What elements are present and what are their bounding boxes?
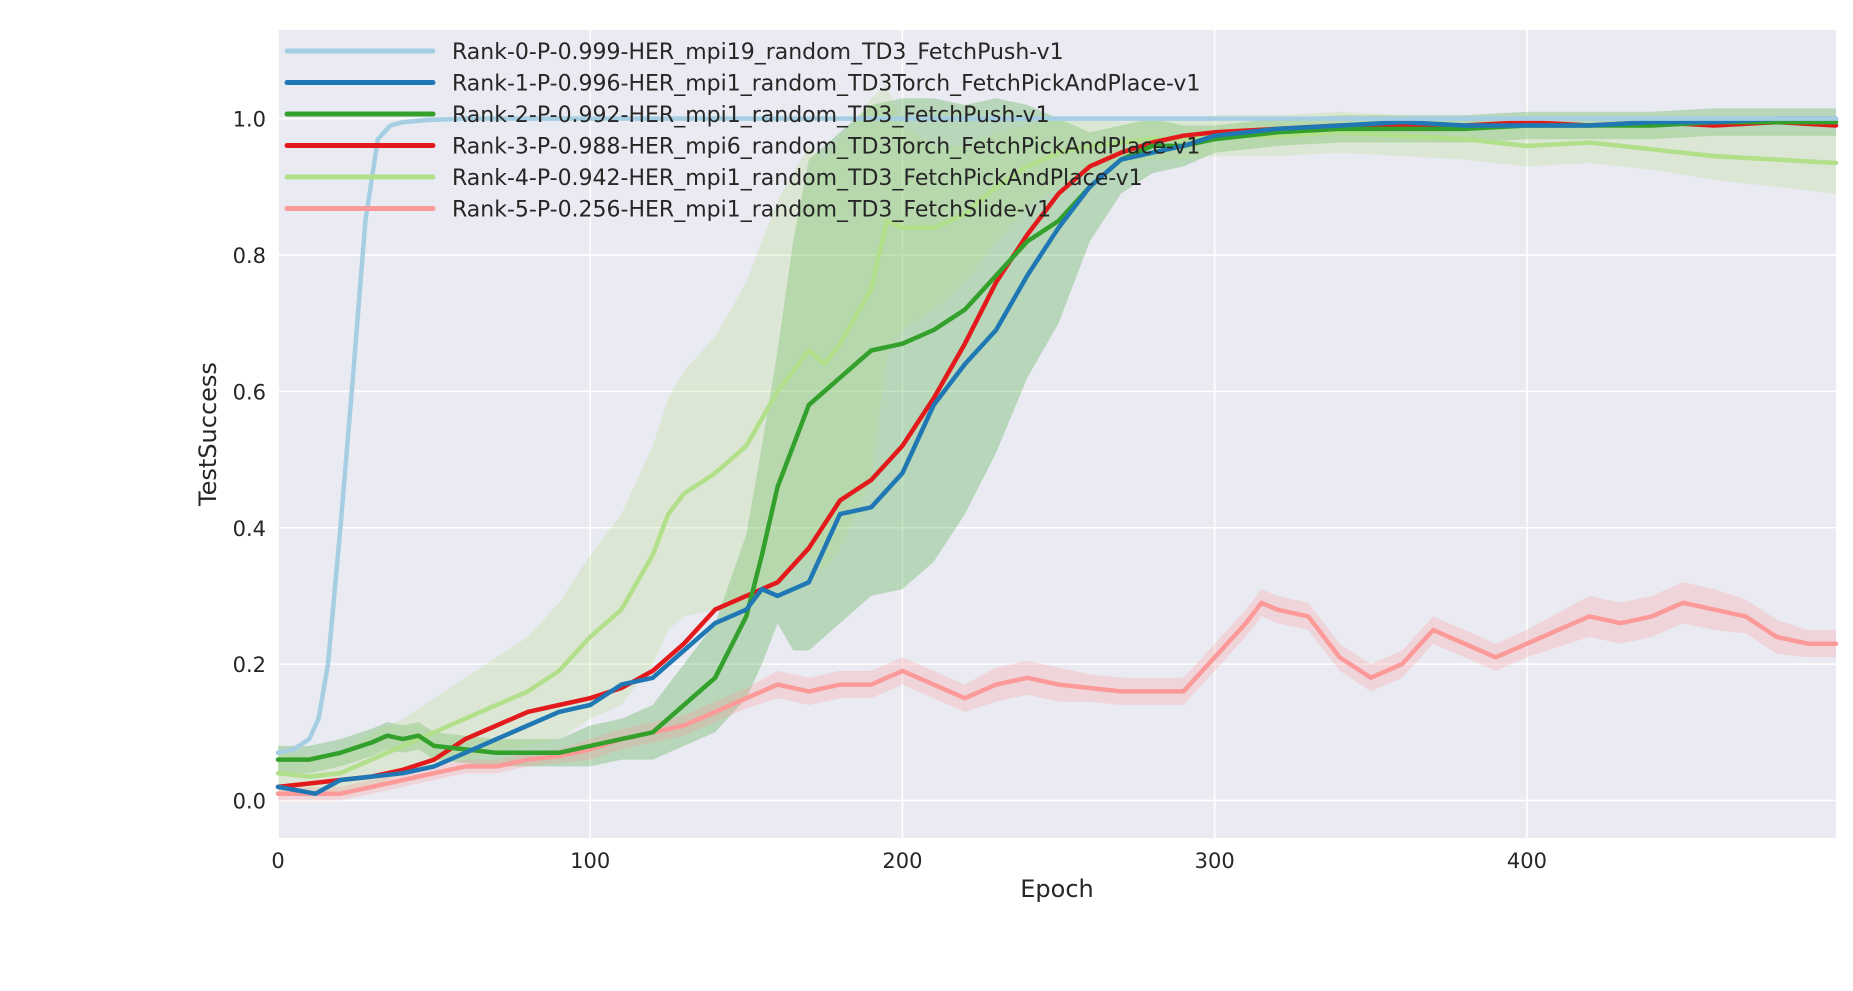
y-tick-label: 0.4 bbox=[233, 517, 266, 541]
series-lines bbox=[275, 116, 1839, 796]
legend-label-2: Rank-2-P-0.992-HER_mpi1_random_TD3_Fetch… bbox=[452, 103, 1050, 128]
series-line-3 bbox=[275, 119, 1839, 790]
legend-label-0: Rank-0-P-0.999-HER_mpi19_random_TD3_Fetc… bbox=[452, 40, 1064, 65]
y-tick-label: 1.0 bbox=[233, 108, 266, 132]
y-tick-label: 0.6 bbox=[233, 380, 266, 404]
series-line-5 bbox=[275, 600, 1839, 796]
x-axis-label: Epoch bbox=[1020, 875, 1094, 903]
y-axis-ticks: 0.0 0.2 0.4 0.6 0.8 1.0 bbox=[233, 108, 266, 814]
legend-label-5: Rank-5-P-0.256-HER_mpi1_random_TD3_Fetch… bbox=[452, 198, 1051, 223]
y-tick-label: 0.8 bbox=[233, 244, 266, 268]
series-band-4 bbox=[278, 84, 1836, 798]
x-tick-label: 200 bbox=[882, 849, 922, 873]
x-axis-ticks: 0 100 200 300 400 bbox=[271, 849, 1547, 873]
x-tick-label: 100 bbox=[570, 849, 610, 873]
x-tick-label: 400 bbox=[1507, 849, 1547, 873]
series-line-2 bbox=[275, 119, 1839, 762]
x-tick-label: 300 bbox=[1195, 849, 1235, 873]
legend: Rank-0-P-0.999-HER_mpi19_random_TD3_Fetc… bbox=[284, 40, 1200, 223]
x-tick-label: 0 bbox=[271, 849, 284, 873]
series-line-1 bbox=[275, 116, 1839, 796]
series-line-0 bbox=[275, 116, 1839, 756]
y-tick-label: 0.0 bbox=[233, 789, 266, 813]
legend-label-3: Rank-3-P-0.988-HER_mpi6_random_TD3Torch_… bbox=[452, 135, 1200, 160]
y-tick-label: 0.2 bbox=[233, 653, 266, 677]
plot-background bbox=[278, 30, 1836, 838]
legend-label-1: Rank-1-P-0.996-HER_mpi1_random_TD3Torch_… bbox=[452, 72, 1200, 97]
legend-label-4: Rank-4-P-0.942-HER_mpi1_random_TD3_Fetch… bbox=[452, 166, 1143, 191]
y-axis-label: TestSuccess bbox=[194, 362, 222, 507]
series-line-4 bbox=[275, 130, 1839, 779]
